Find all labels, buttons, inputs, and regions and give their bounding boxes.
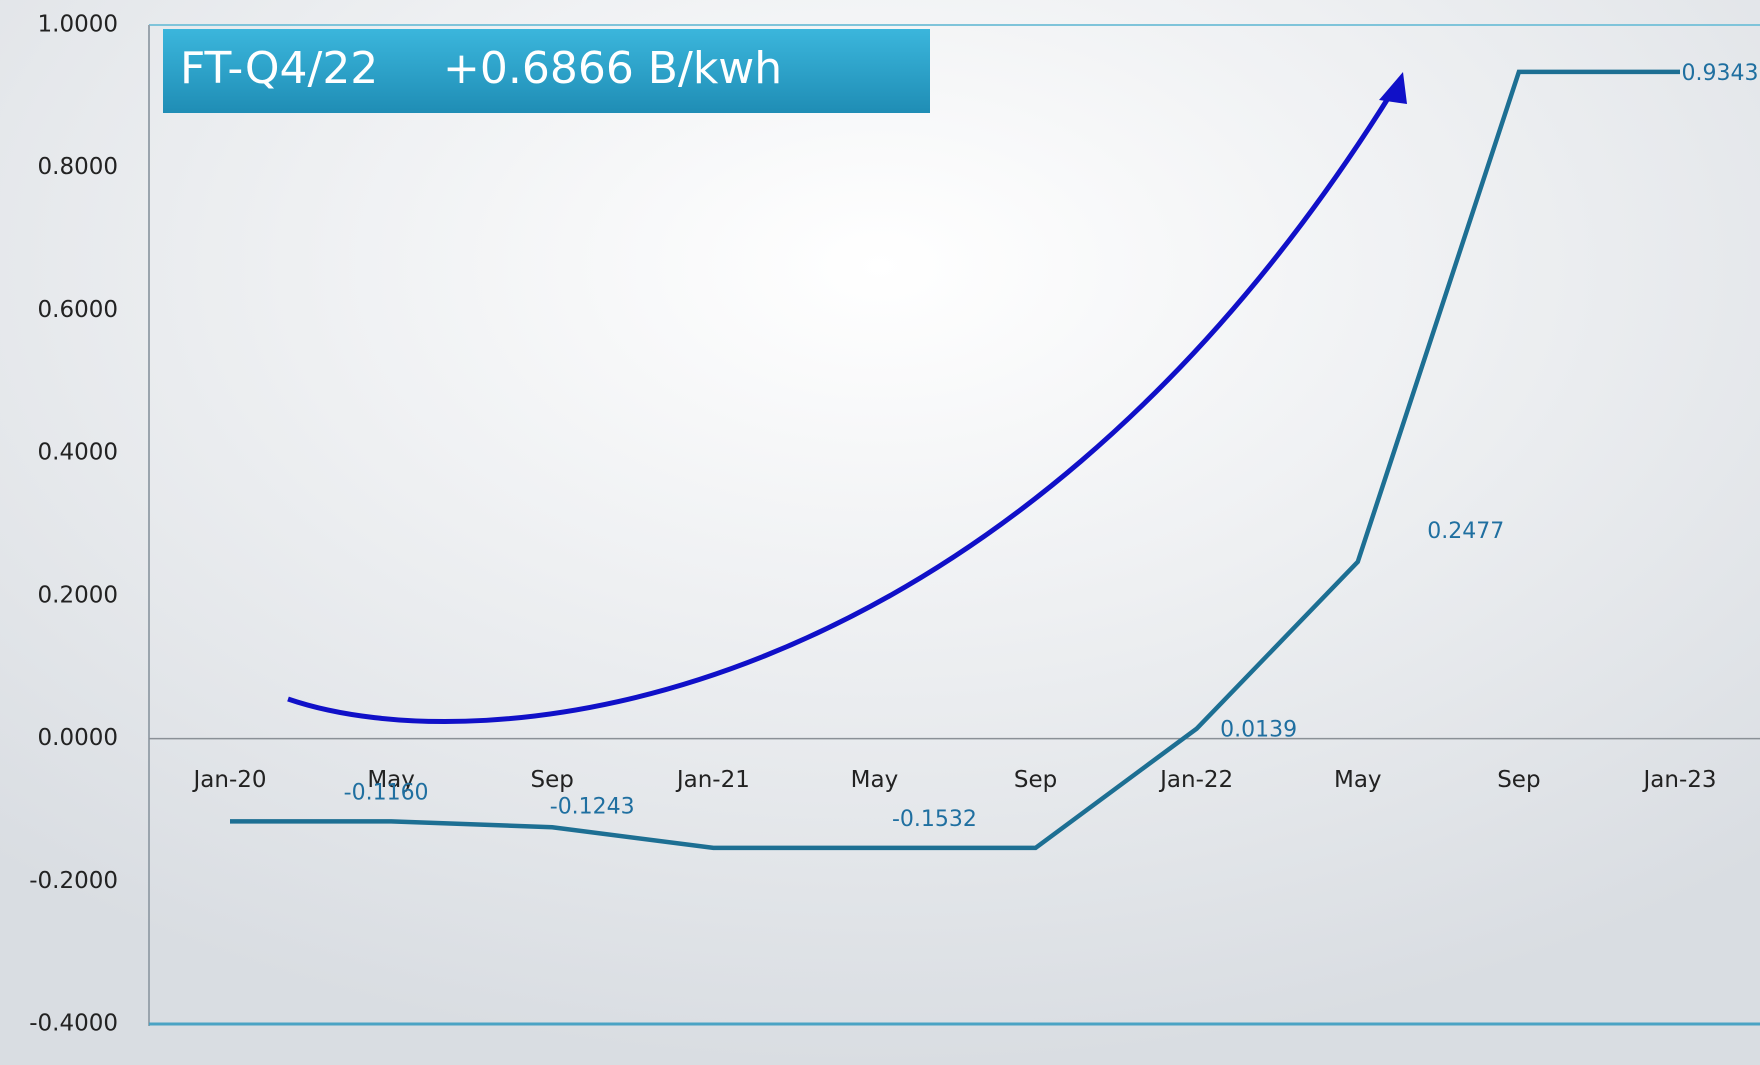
- data-label: -0.1160: [344, 780, 429, 805]
- data-label: 0.0139: [1220, 718, 1297, 743]
- arrow-head: [1379, 72, 1407, 104]
- x-tick-label: Sep: [531, 767, 574, 793]
- series-line: [230, 69, 1680, 851]
- y-tick-label: -0.2000: [29, 868, 118, 894]
- x-tick-label: Jan-21: [675, 767, 750, 793]
- chart-title: FT-Q4/22: [180, 43, 378, 94]
- data-label: -0.1532: [892, 807, 977, 832]
- title-box: [163, 29, 930, 113]
- y-tick-label: 1.0000: [38, 12, 118, 38]
- data-label: 0.9343: [1682, 61, 1759, 86]
- x-tick-label: Sep: [1014, 767, 1057, 793]
- x-tick-label: Sep: [1497, 767, 1540, 793]
- data-label: -0.1243: [550, 794, 635, 819]
- data-label: 0.2477: [1427, 519, 1504, 544]
- y-tick-label: 0.0000: [38, 725, 118, 751]
- x-tick-label: Jan-22: [1158, 767, 1233, 793]
- x-tick-label: May: [367, 767, 415, 793]
- x-tick-label: Jan-23: [1641, 767, 1716, 793]
- y-tick-label: 0.6000: [38, 297, 118, 323]
- y-tick-label: 0.4000: [38, 440, 118, 466]
- x-tick-label: May: [851, 767, 899, 793]
- x-tick-label: May: [1334, 767, 1382, 793]
- y-tick-label: 0.2000: [38, 582, 118, 608]
- y-tick-label: 0.8000: [38, 154, 118, 180]
- x-tick-label: Jan-20: [191, 767, 266, 793]
- y-tick-label: -0.4000: [29, 1011, 118, 1037]
- chart-subtitle: +0.6866 B/kwh: [443, 43, 782, 94]
- trend-arrow: [287, 90, 1395, 725]
